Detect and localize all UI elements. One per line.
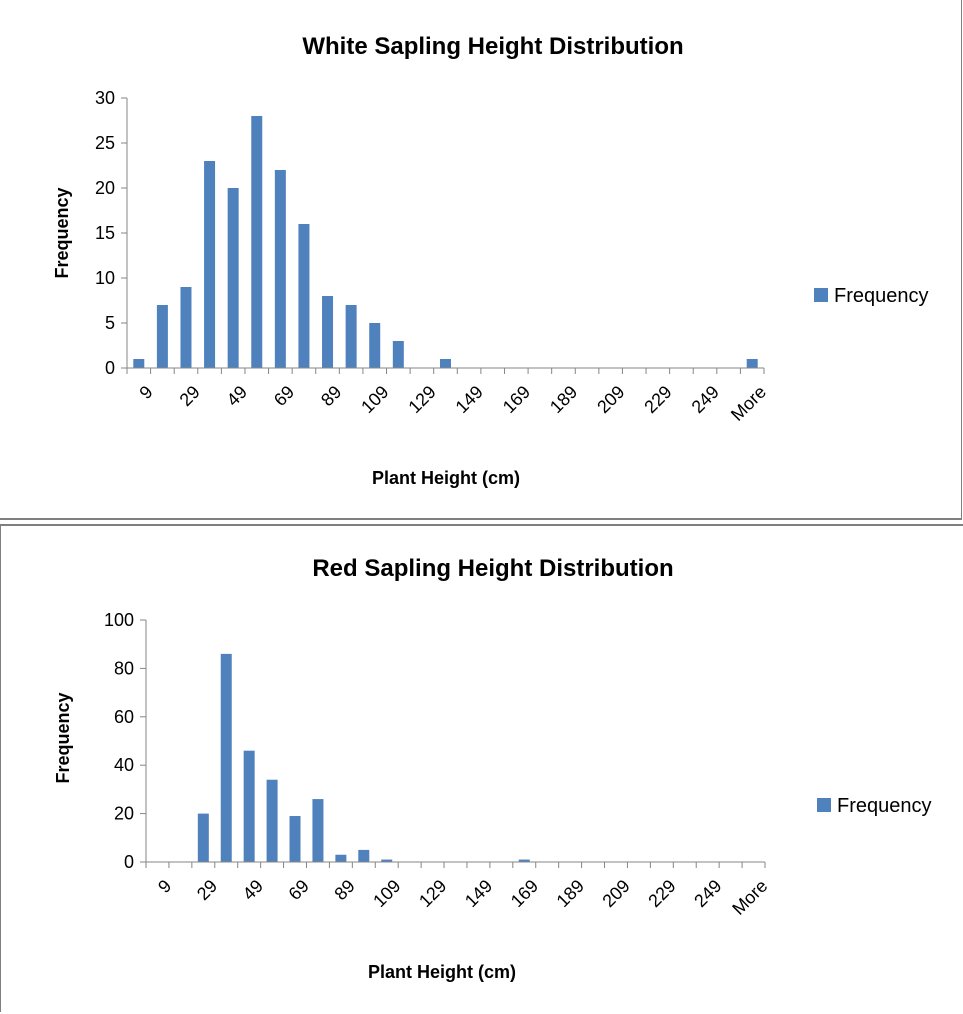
bar bbox=[298, 224, 310, 368]
y-axis-label: Frequency bbox=[53, 692, 73, 783]
x-tick-label: 189 bbox=[546, 382, 581, 417]
bar bbox=[274, 170, 286, 368]
red-chart-panel: Red Sapling Height Distribution Plant He… bbox=[0, 524, 963, 1012]
x-tick-label: 49 bbox=[239, 876, 267, 904]
bar bbox=[322, 296, 334, 368]
y-tick-label: 0 bbox=[105, 358, 115, 378]
x-axis-label: Plant Height (cm) bbox=[368, 962, 516, 982]
y-tick-label: 30 bbox=[95, 88, 115, 108]
x-tick-label: 109 bbox=[369, 876, 404, 911]
bar bbox=[440, 359, 451, 368]
bar bbox=[243, 750, 255, 862]
x-tick-label: 29 bbox=[176, 382, 204, 410]
bar bbox=[197, 813, 209, 862]
bar bbox=[335, 854, 347, 862]
y-tick-label: 15 bbox=[95, 223, 115, 243]
x-tick-label: 209 bbox=[598, 876, 633, 911]
legend-label: Frequency bbox=[834, 285, 929, 307]
y-tick-label: 10 bbox=[95, 268, 115, 288]
x-tick-label: 109 bbox=[357, 382, 392, 417]
legend: Frequency bbox=[814, 285, 929, 307]
bar bbox=[289, 816, 301, 862]
y-tick-label: 80 bbox=[114, 658, 134, 678]
bar bbox=[518, 859, 530, 862]
x-tick-label: 149 bbox=[452, 382, 487, 417]
x-tick-label: 9 bbox=[154, 876, 175, 897]
x-tick-label: 249 bbox=[688, 382, 723, 417]
bar bbox=[133, 359, 145, 368]
y-tick-label: 60 bbox=[114, 707, 134, 727]
x-tick-label: 49 bbox=[223, 382, 251, 410]
x-tick-label: 129 bbox=[404, 382, 439, 417]
legend: Frequency bbox=[817, 795, 932, 817]
x-tick-label: 229 bbox=[644, 876, 679, 911]
x-tick-label: 89 bbox=[317, 382, 345, 410]
bar bbox=[358, 849, 370, 862]
bar bbox=[312, 799, 324, 862]
x-tick-label: 169 bbox=[499, 382, 534, 417]
x-tick-label: 149 bbox=[461, 876, 496, 911]
bar bbox=[266, 779, 278, 862]
bar bbox=[156, 305, 168, 368]
white-chart-svg: White Sapling Height Distribution Plant … bbox=[52, 33, 929, 488]
y-tick-label: 5 bbox=[105, 313, 115, 333]
plot-area: 0 20 40 60 80 100 9 29 49 69 89 109 129 149 169 189 209 2… bbox=[104, 610, 771, 919]
x-tick-label: 29 bbox=[193, 876, 221, 904]
x-tick-label: 69 bbox=[270, 382, 298, 410]
bar bbox=[251, 116, 263, 368]
x-tick-label: 129 bbox=[415, 876, 450, 911]
legend-swatch bbox=[817, 798, 831, 812]
x-tick-label: More bbox=[727, 382, 770, 425]
x-tick-label: 249 bbox=[690, 876, 725, 911]
bar bbox=[746, 359, 758, 368]
plot-area: 0 5 10 15 20 25 30 9 29 49 69 89 109 129 149 169 189 209 2… bbox=[95, 88, 770, 425]
bar bbox=[345, 305, 357, 368]
x-tick-label: 229 bbox=[640, 382, 675, 417]
y-tick-label: 20 bbox=[114, 804, 134, 824]
legend-swatch bbox=[814, 288, 828, 302]
red-chart-svg: Red Sapling Height Distribution Plant He… bbox=[53, 555, 932, 982]
white-chart-panel: White Sapling Height Distribution Plant … bbox=[0, 0, 962, 520]
y-tick-label: 40 bbox=[114, 755, 134, 775]
chart-title: Red Sapling Height Distribution bbox=[312, 555, 673, 582]
x-axis-label: Plant Height (cm) bbox=[372, 468, 520, 488]
x-tick-label: 89 bbox=[330, 876, 358, 904]
bar bbox=[204, 161, 216, 368]
y-tick-label: 100 bbox=[104, 610, 134, 630]
x-tick-label: 69 bbox=[285, 876, 313, 904]
legend-label: Frequency bbox=[837, 795, 932, 817]
chart-title: White Sapling Height Distribution bbox=[302, 33, 683, 60]
x-tick-label: More bbox=[728, 876, 771, 919]
x-tick-label: 209 bbox=[593, 382, 628, 417]
bar bbox=[392, 341, 404, 368]
y-tick-label: 0 bbox=[124, 852, 134, 872]
x-tick-label: 169 bbox=[507, 876, 542, 911]
y-tick-label: 20 bbox=[95, 178, 115, 198]
bar bbox=[220, 653, 232, 862]
bar bbox=[369, 323, 381, 368]
x-tick-label: 189 bbox=[553, 876, 588, 911]
bar bbox=[381, 859, 393, 862]
y-axis-label: Frequency bbox=[52, 187, 72, 278]
bar bbox=[227, 188, 239, 368]
y-tick-label: 25 bbox=[95, 133, 115, 153]
x-tick-label: 9 bbox=[135, 382, 156, 403]
bar bbox=[180, 287, 192, 368]
